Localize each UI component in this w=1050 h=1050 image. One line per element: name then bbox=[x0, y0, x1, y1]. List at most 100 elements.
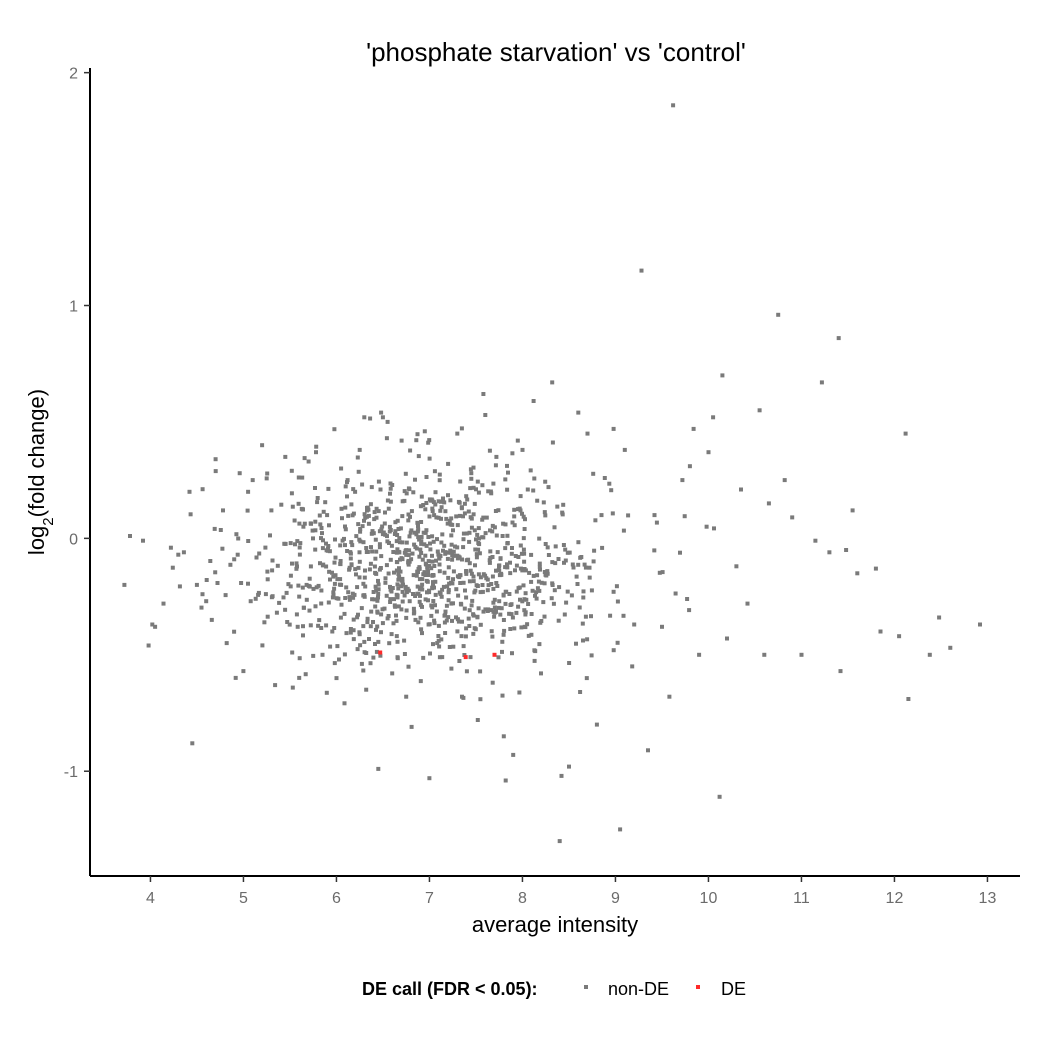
data-point bbox=[327, 523, 331, 528]
data-point bbox=[526, 633, 531, 638]
data-point bbox=[391, 550, 396, 554]
data-point bbox=[330, 629, 335, 634]
data-point bbox=[536, 579, 541, 584]
data-point bbox=[455, 574, 460, 579]
data-point bbox=[537, 565, 542, 570]
data-point bbox=[374, 588, 379, 593]
data-point bbox=[334, 676, 339, 681]
data-point bbox=[552, 525, 557, 530]
data-point bbox=[407, 548, 412, 553]
data-point bbox=[478, 590, 483, 595]
data-point bbox=[503, 546, 508, 551]
data-point bbox=[819, 380, 824, 385]
data-point bbox=[532, 658, 537, 663]
data-point bbox=[430, 605, 435, 610]
data-point bbox=[364, 550, 369, 554]
data-point bbox=[469, 525, 474, 530]
data-point bbox=[283, 454, 288, 459]
data-point bbox=[427, 456, 432, 461]
data-point bbox=[332, 661, 337, 666]
data-point bbox=[378, 650, 383, 655]
data-point bbox=[302, 521, 307, 526]
data-point bbox=[419, 551, 424, 555]
data-point bbox=[537, 642, 542, 647]
data-point bbox=[241, 669, 246, 674]
data-point bbox=[492, 652, 497, 657]
data-point bbox=[461, 514, 465, 519]
data-point bbox=[390, 483, 395, 487]
data-point bbox=[543, 542, 548, 546]
data-point bbox=[514, 610, 519, 615]
data-point bbox=[460, 557, 464, 562]
data-point bbox=[406, 486, 411, 491]
data-point bbox=[361, 540, 366, 545]
data-point bbox=[499, 606, 504, 611]
data-point bbox=[319, 536, 323, 541]
data-point bbox=[457, 659, 462, 663]
data-point bbox=[311, 586, 316, 591]
data-point bbox=[357, 550, 362, 555]
data-point bbox=[529, 612, 534, 616]
data-point bbox=[447, 518, 452, 523]
data-point bbox=[599, 513, 604, 518]
data-point bbox=[415, 584, 420, 589]
data-point bbox=[293, 542, 297, 547]
data-point bbox=[539, 580, 544, 585]
data-point bbox=[621, 528, 626, 533]
legend-label-de: DE bbox=[721, 979, 746, 999]
data-point bbox=[481, 535, 486, 540]
data-point bbox=[592, 548, 597, 553]
data-point bbox=[393, 604, 398, 609]
data-point bbox=[439, 540, 444, 545]
data-point bbox=[518, 597, 522, 602]
data-point bbox=[478, 622, 483, 627]
data-point bbox=[371, 620, 375, 624]
data-point bbox=[574, 641, 578, 646]
data-point bbox=[431, 583, 435, 588]
data-point bbox=[467, 561, 472, 566]
legend-label-non-de: non-DE bbox=[608, 979, 669, 999]
data-point bbox=[447, 645, 452, 649]
data-point bbox=[324, 564, 329, 569]
data-point bbox=[505, 487, 510, 492]
data-point bbox=[344, 631, 349, 636]
data-point bbox=[307, 608, 312, 613]
data-point bbox=[510, 451, 515, 456]
data-point bbox=[461, 537, 466, 542]
data-point bbox=[265, 471, 270, 476]
data-point bbox=[430, 559, 435, 564]
data-point bbox=[745, 601, 750, 606]
data-point bbox=[539, 619, 544, 623]
data-point bbox=[343, 524, 347, 529]
data-point bbox=[639, 268, 644, 273]
data-point bbox=[593, 518, 598, 523]
data-point bbox=[260, 443, 265, 448]
data-point bbox=[349, 540, 354, 545]
data-point bbox=[518, 494, 523, 499]
data-point bbox=[455, 553, 460, 558]
data-point bbox=[385, 419, 390, 424]
data-point bbox=[415, 569, 420, 574]
data-point bbox=[497, 563, 501, 568]
y-ticks: -1 0 1 2 bbox=[64, 66, 90, 781]
data-point bbox=[491, 586, 496, 591]
data-point bbox=[374, 627, 378, 632]
data-point bbox=[471, 579, 476, 584]
x-ticks: 4 5 6 7 8 9 10 11 12 13 bbox=[146, 876, 996, 907]
data-point bbox=[286, 582, 291, 587]
data-point bbox=[450, 581, 455, 586]
data-point bbox=[457, 500, 462, 505]
data-point bbox=[395, 582, 400, 587]
data-point bbox=[423, 597, 428, 602]
data-point bbox=[712, 526, 716, 531]
data-point bbox=[500, 693, 505, 698]
data-point bbox=[492, 605, 497, 610]
data-point bbox=[194, 582, 199, 587]
data-point bbox=[535, 573, 540, 578]
data-point bbox=[618, 827, 623, 832]
data-point bbox=[274, 610, 279, 615]
data-point bbox=[324, 541, 328, 546]
data-point bbox=[585, 637, 590, 642]
data-point bbox=[388, 528, 393, 532]
data-point bbox=[483, 531, 488, 536]
